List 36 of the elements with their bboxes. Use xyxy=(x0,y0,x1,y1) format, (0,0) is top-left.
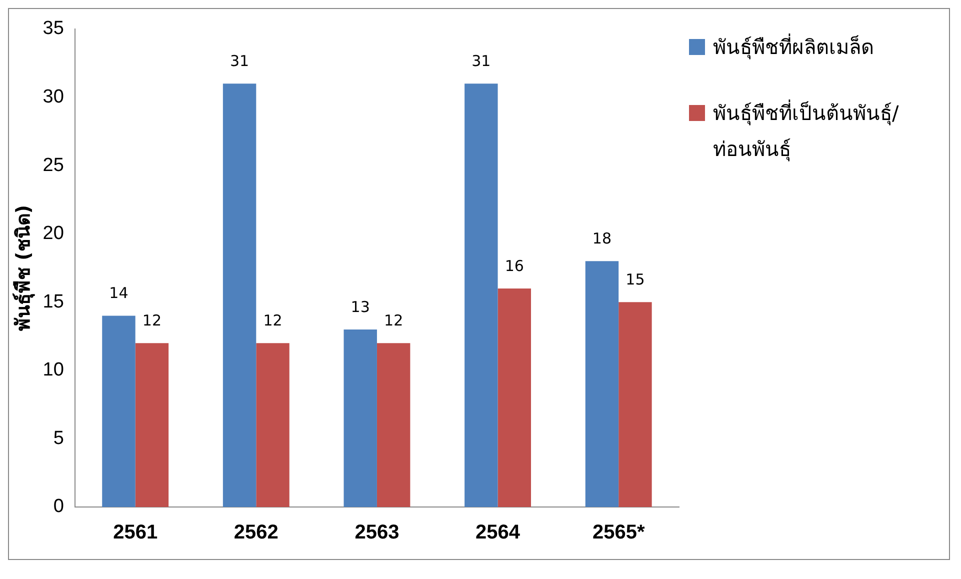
x-tick-label: 2562 xyxy=(234,522,278,544)
y-axis-title: พันธุ์พืช (ชนิด) xyxy=(12,205,36,331)
bar xyxy=(464,84,498,507)
bar xyxy=(135,343,169,507)
y-tick-label: 35 xyxy=(42,18,64,40)
data-label: 31 xyxy=(230,52,250,70)
data-label: 18 xyxy=(592,230,612,248)
x-tick-label: 2564 xyxy=(476,522,521,544)
data-label: 16 xyxy=(504,256,524,275)
y-tick-label: 5 xyxy=(53,428,64,449)
bar xyxy=(256,343,290,507)
data-label: 13 xyxy=(350,298,370,316)
y-tick-label: 30 xyxy=(42,86,64,108)
bar xyxy=(344,329,377,507)
data-label: 15 xyxy=(626,270,645,289)
data-label: 12 xyxy=(142,312,162,330)
y-tick-label: 20 xyxy=(42,223,64,244)
y-tick-label: 10 xyxy=(42,360,64,381)
legend-label: พันธุ์พืชที่เป็นต้นพันธุ์/ ท่อนพันธุ์ xyxy=(713,98,900,164)
legend-label: พันธุ์พืชที่ผลิตเมล็ด xyxy=(713,32,874,62)
data-label: 14 xyxy=(109,284,128,302)
bar xyxy=(376,343,410,507)
data-label: 12 xyxy=(384,312,404,330)
bar xyxy=(498,288,532,507)
bar xyxy=(222,84,256,507)
data-label: 12 xyxy=(263,312,282,330)
x-tick-label: 2565* xyxy=(592,522,645,544)
bar xyxy=(618,302,652,507)
x-tick-label: 2561 xyxy=(113,522,158,544)
y-tick-label: 25 xyxy=(42,154,64,176)
x-tick-label: 2563 xyxy=(354,522,400,544)
bar xyxy=(102,316,136,507)
data-label: 31 xyxy=(472,52,491,70)
bar xyxy=(585,261,619,507)
y-tick-label: 15 xyxy=(42,291,64,312)
y-tick-label: 0 xyxy=(53,496,64,518)
